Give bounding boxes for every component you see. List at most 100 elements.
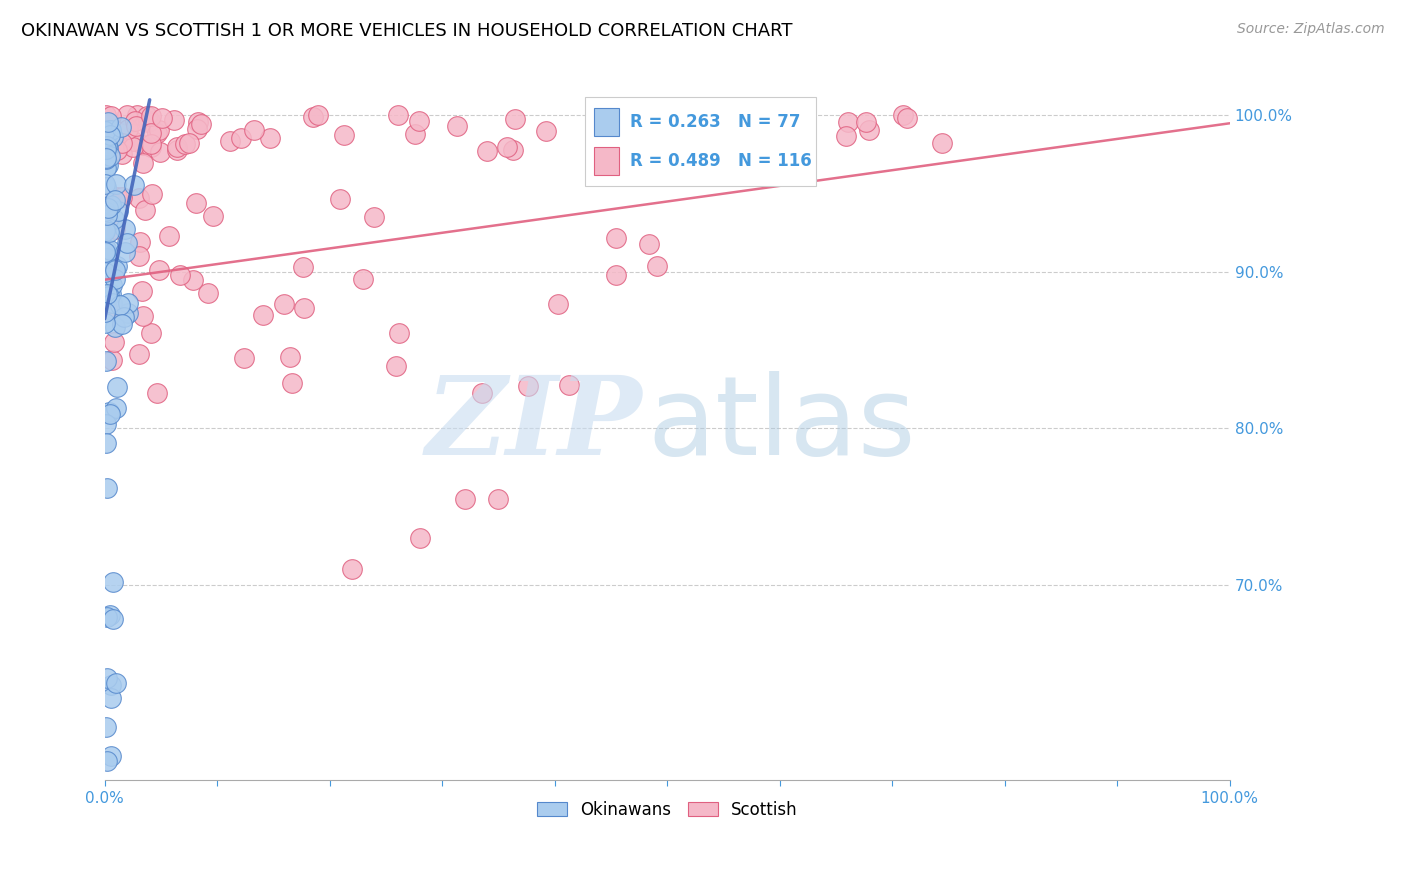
Point (100, 109, 122, 123)
Point (547, 297, 569, 311)
Point (103, 574, 125, 589)
Point (363, 210, 385, 224)
Point (134, 202, 156, 217)
Point (100, 123, 122, 137)
Point (128, 235, 150, 249)
Point (333, 128, 356, 142)
Point (96, 435, 118, 450)
Point (387, 108, 409, 122)
Point (408, 113, 430, 128)
Point (139, 326, 162, 341)
Point (678, 111, 700, 125)
Point (97, 202, 120, 216)
Point (96, 263, 118, 277)
Point (97, 302, 120, 317)
Point (340, 562, 363, 576)
Point (125, 119, 148, 133)
Point (103, 212, 125, 227)
Point (98, 407, 121, 421)
Point (896, 112, 918, 126)
Point (858, 123, 880, 137)
Point (94, 720, 117, 734)
Point (273, 297, 295, 311)
Point (446, 119, 468, 133)
Point (128, 191, 150, 205)
Point (121, 134, 143, 148)
Point (100, 198, 122, 212)
Point (132, 156, 155, 170)
Point (259, 131, 281, 145)
Point (122, 140, 145, 154)
Point (128, 249, 150, 263)
Point (96, 671, 118, 685)
Point (97, 141, 120, 155)
Text: ZIP: ZIP (426, 371, 643, 478)
Text: atlas: atlas (647, 371, 915, 478)
Point (855, 114, 877, 128)
Point (146, 386, 169, 401)
Point (114, 221, 136, 235)
Bar (595, 108, 619, 136)
Point (141, 140, 163, 154)
Text: R = 0.489   N = 116: R = 0.489 N = 116 (630, 152, 811, 170)
Point (103, 335, 125, 350)
Point (124, 113, 146, 128)
Point (281, 376, 304, 390)
Point (517, 379, 540, 393)
Point (104, 177, 127, 191)
Point (100, 749, 122, 764)
Point (454, 491, 477, 506)
Point (117, 295, 139, 310)
Point (96, 610, 118, 624)
Point (502, 143, 524, 157)
Point (301, 111, 323, 125)
Point (96, 141, 118, 155)
Point (96, 251, 118, 265)
Point (179, 136, 201, 150)
Point (97, 405, 120, 419)
Point (125, 108, 148, 122)
Point (139, 113, 162, 128)
Point (105, 259, 128, 273)
Point (600, 125, 623, 139)
Text: Source: ZipAtlas.com: Source: ZipAtlas.com (1237, 22, 1385, 37)
Point (638, 236, 661, 251)
Point (104, 263, 127, 277)
Point (131, 284, 153, 298)
FancyBboxPatch shape (585, 97, 815, 186)
Point (148, 123, 170, 137)
Point (122, 178, 145, 192)
Legend: Okinawans, Scottish: Okinawans, Scottish (530, 794, 804, 825)
Point (94, 204, 117, 219)
Point (94, 417, 117, 432)
Point (163, 112, 186, 127)
Point (605, 231, 627, 245)
Point (94, 265, 117, 279)
Point (471, 386, 494, 401)
Point (385, 359, 408, 373)
Point (94, 242, 117, 256)
Point (243, 123, 266, 137)
Point (132, 137, 155, 152)
Point (94, 142, 117, 156)
Point (835, 128, 858, 143)
Point (190, 117, 212, 131)
Point (94, 180, 117, 194)
Point (96, 139, 118, 153)
Point (97, 158, 120, 172)
Point (97, 225, 120, 239)
Point (837, 115, 859, 129)
Point (94, 151, 117, 165)
Point (307, 108, 329, 122)
Point (94, 245, 117, 260)
Point (98, 243, 121, 257)
Point (558, 378, 581, 392)
Point (136, 109, 159, 123)
Point (104, 194, 127, 208)
Point (96, 481, 118, 495)
Point (98, 608, 121, 623)
Point (100, 286, 122, 301)
Point (117, 236, 139, 251)
Point (636, 138, 658, 153)
Point (131, 309, 153, 323)
